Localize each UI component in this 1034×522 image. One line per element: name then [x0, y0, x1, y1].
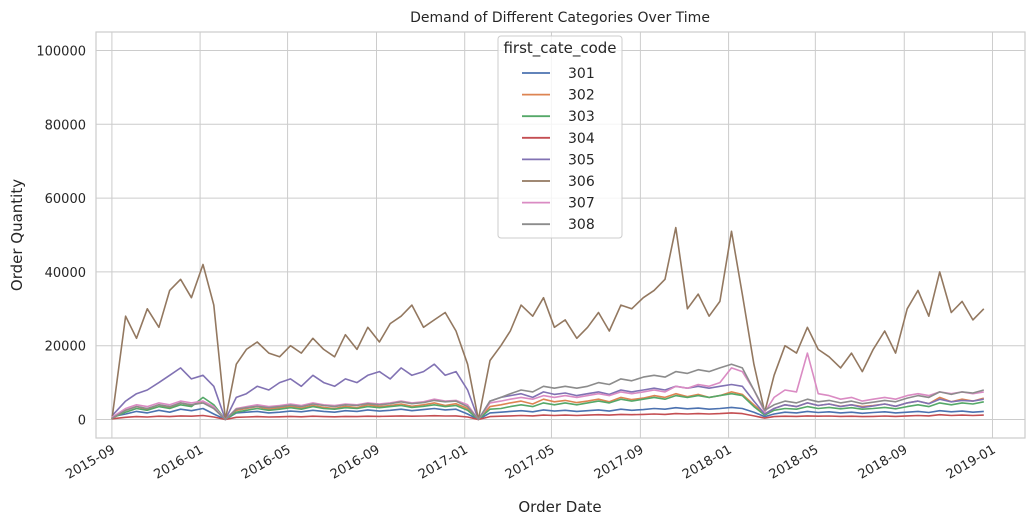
y-tick-label: 100000 — [36, 44, 86, 59]
y-axis: 0 20000 40000 60000 80000 100000 — [36, 44, 86, 428]
x-axis: 2015-09 2016-01 2016-05 2016-09 2017-01 2017-… — [63, 442, 998, 482]
x-tick-label: 2019-01 — [944, 442, 999, 482]
x-tick-label: 2016-05 — [239, 442, 294, 482]
legend-label-304: 304 — [568, 131, 595, 147]
y-tick-label: 20000 — [45, 340, 86, 355]
series-line-306 — [111, 226, 985, 421]
x-tick-label: 2018-05 — [767, 442, 822, 482]
series-line-308 — [111, 363, 985, 421]
legend-label-302: 302 — [568, 88, 595, 104]
x-axis-label: Order Date — [518, 498, 601, 516]
x-tick-label: 2015-09 — [63, 442, 118, 482]
legend-label-303: 303 — [568, 109, 595, 125]
legend-label-306: 306 — [568, 174, 595, 190]
x-tick-label: 2017-01 — [416, 442, 471, 482]
legend-entries: 301 302 303 304 305 306 307 308 — [522, 66, 595, 233]
series-line-307 — [111, 352, 984, 421]
series-line-303 — [111, 392, 984, 421]
series-layer — [111, 226, 985, 421]
x-tick-label: 2016-01 — [152, 442, 207, 482]
y-tick-label: 80000 — [45, 118, 86, 133]
x-tick-label: 2016-09 — [328, 442, 383, 482]
legend-title: first_cate_code — [503, 39, 616, 58]
series-line-305 — [111, 363, 984, 421]
x-tick-label: 2017-05 — [503, 442, 558, 482]
series-line-301 — [111, 406, 984, 421]
legend-label-305: 305 — [568, 152, 595, 168]
legend-label-308: 308 — [568, 217, 595, 233]
series-line-304 — [111, 412, 984, 421]
legend-label-307: 307 — [568, 196, 595, 212]
legend-box — [497, 35, 623, 239]
y-tick-label: 60000 — [45, 192, 86, 207]
y-tick-label: 0 — [78, 414, 86, 429]
plot-frame — [95, 31, 1026, 439]
chart-title: Demand of Different Categories Over Time — [410, 10, 710, 26]
legend-label-301: 301 — [568, 66, 595, 82]
x-tick-label: 2018-09 — [856, 442, 911, 482]
legend: first_cate_code 301 302 303 304 305 306 307 308 — [497, 35, 623, 239]
y-axis-label: Order Quantity — [8, 179, 26, 291]
x-tick-label: 2017-09 — [592, 442, 647, 482]
y-tick-label: 40000 — [45, 266, 86, 281]
x-tick-label: 2018-01 — [680, 442, 735, 482]
